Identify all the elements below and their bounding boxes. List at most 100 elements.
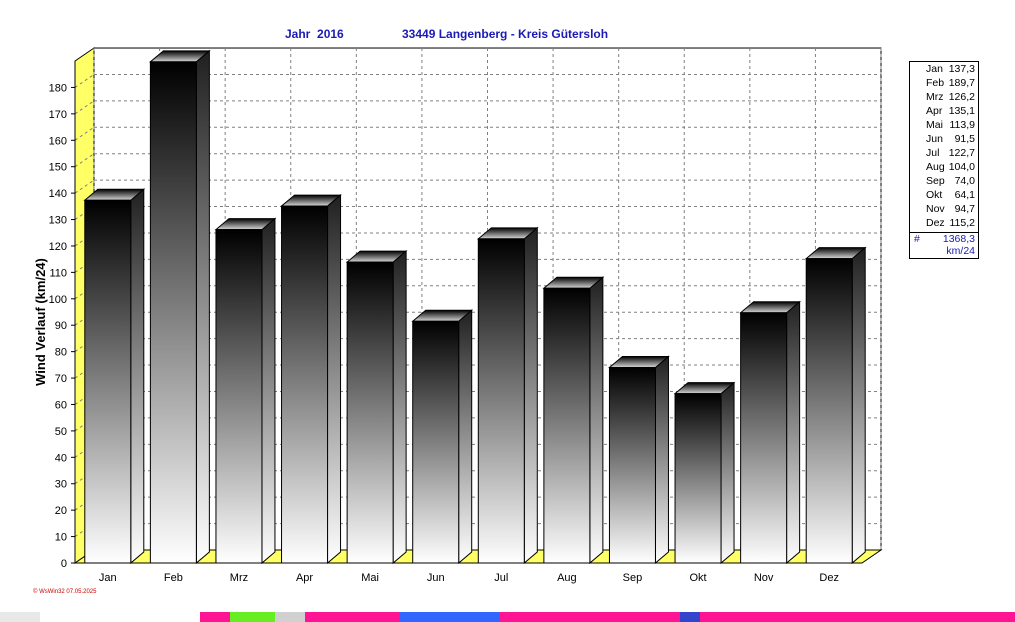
bar-jan xyxy=(83,188,146,565)
x-tick-label: Mai xyxy=(361,572,379,584)
legend-rows: Jan 137,3 Feb 189,7 Mrz 126,2 Apr 135,1 Mai 113,9… xyxy=(910,62,978,230)
legend-row-aug: Aug 104,0 xyxy=(910,160,978,174)
x-tick-label: Sep xyxy=(623,572,643,584)
bar-okt xyxy=(673,381,736,565)
legend-month: Okt xyxy=(926,189,943,201)
legend-month: Sep xyxy=(926,175,945,187)
legend-month: Mrz xyxy=(926,91,944,103)
y-tick-label: 120 xyxy=(49,241,67,253)
legend-row-sep: Sep 74,0 xyxy=(910,174,978,188)
y-tick-label: 40 xyxy=(55,452,67,464)
y-tick-label: 90 xyxy=(55,320,67,332)
x-tick-label: Apr xyxy=(296,572,313,584)
y-tick-label: 150 xyxy=(49,162,67,174)
x-tick-label: Jun xyxy=(427,572,445,584)
bar-front xyxy=(740,312,788,564)
bar-side xyxy=(130,188,145,565)
bar-front xyxy=(215,229,263,564)
bar-apr xyxy=(280,193,342,565)
y-tick-label: 60 xyxy=(55,399,67,411)
bar-side xyxy=(261,217,276,565)
y-tick-label: 170 xyxy=(49,109,67,121)
legend-row-apr: Apr 135,1 xyxy=(910,104,978,118)
bar-side xyxy=(589,276,604,565)
legend-sum-unit: km/24 xyxy=(946,245,975,257)
legend-row-nov: Nov 94,7 xyxy=(910,202,978,216)
bar-side xyxy=(327,193,342,565)
legend-row-okt: Okt 64,1 xyxy=(910,188,978,202)
legend-value: 137,3 xyxy=(948,63,975,75)
legend-value: 104,0 xyxy=(948,161,975,173)
bar-front xyxy=(543,287,591,564)
bar-front xyxy=(149,61,197,564)
bar-feb xyxy=(149,49,211,565)
legend-row-jul: Jul 122,7 xyxy=(910,146,978,160)
legend-row-mai: Mai 113,9 xyxy=(910,118,978,132)
bar-aug xyxy=(542,276,605,565)
grid-line-diag xyxy=(74,100,95,115)
bar-side xyxy=(195,49,210,565)
x-tick-label: Mrz xyxy=(230,572,248,584)
legend-value: 74,0 xyxy=(954,175,975,187)
legend-sum: # 1368,3 km/24 xyxy=(910,232,978,258)
y-tick-label: 50 xyxy=(55,426,67,438)
x-tick-label: Nov xyxy=(754,572,774,584)
bar-front xyxy=(674,393,722,564)
legend-value: 126,2 xyxy=(948,91,975,103)
legend-sum-value: 1368,3 xyxy=(942,233,975,245)
bar-sep xyxy=(608,355,670,565)
y-tick-label: 160 xyxy=(49,135,67,147)
bar-side xyxy=(523,226,538,565)
legend-box: Jan 137,3 Feb 189,7 Mrz 126,2 Apr 135,1 Mai 113,9… xyxy=(909,61,979,259)
footer-credit: © WsWin32 07.05.2025 xyxy=(33,589,97,595)
bar-side xyxy=(851,246,866,565)
x-tick-label: Okt xyxy=(689,572,706,584)
legend-month: Feb xyxy=(926,77,945,89)
legend-month: Dez xyxy=(926,217,945,229)
legend-row-dez: Dez 115,2 xyxy=(910,216,978,230)
bar-mrz xyxy=(214,217,277,565)
bar-mai xyxy=(345,249,408,565)
y-tick-label: 30 xyxy=(55,479,67,491)
y-tick-label: 80 xyxy=(55,347,67,359)
axes xyxy=(71,61,862,564)
legend-row-jan: Jan 137,3 xyxy=(910,62,978,76)
y-tick-label: 140 xyxy=(49,188,67,200)
bar-front xyxy=(608,366,656,564)
bar-jul xyxy=(476,226,539,565)
bars xyxy=(83,49,867,565)
chart-title-station: 33449 Langenberg - Kreis Gütersloh xyxy=(402,27,609,41)
bar-side xyxy=(786,300,801,565)
bar-front xyxy=(281,205,329,564)
legend-month: Jun xyxy=(926,133,943,145)
grid-line-diag xyxy=(74,126,95,141)
labels: 0 10 20 30 40 50 60 70 80 90 100 110 120 130 140 150 160… xyxy=(33,82,839,584)
legend-sum-symbol: # xyxy=(914,233,920,245)
legend-value: 94,7 xyxy=(954,203,975,215)
legend-value: 189,7 xyxy=(948,77,975,89)
bar-side xyxy=(392,249,407,565)
y-tick-label: 110 xyxy=(49,267,67,279)
x-tick-label: Jul xyxy=(494,572,508,584)
legend-value: 135,1 xyxy=(948,105,975,117)
x-tick-label: Feb xyxy=(164,572,183,584)
bar-jun xyxy=(411,309,474,565)
bar-nov xyxy=(739,300,801,565)
bar-side xyxy=(458,309,473,565)
legend-row-feb: Feb 189,7 xyxy=(910,76,978,90)
grid-line-diag xyxy=(74,179,95,194)
x-tick-label: Jan xyxy=(99,572,117,584)
bar-front xyxy=(346,261,394,564)
y-tick-label: 100 xyxy=(49,294,67,306)
legend-month: Apr xyxy=(926,105,943,117)
legend-month: Jan xyxy=(926,63,943,75)
bar-front xyxy=(477,238,525,564)
grid-line-diag xyxy=(74,153,95,168)
bar-dez xyxy=(804,246,867,565)
legend-month: Aug xyxy=(926,161,945,173)
y-axis-label: Wind Verlauf (km/24) xyxy=(33,258,48,386)
legend-row-jun: Jun 91,5 xyxy=(910,132,978,146)
bar-side xyxy=(720,381,735,565)
bottom-strip xyxy=(0,612,1015,622)
